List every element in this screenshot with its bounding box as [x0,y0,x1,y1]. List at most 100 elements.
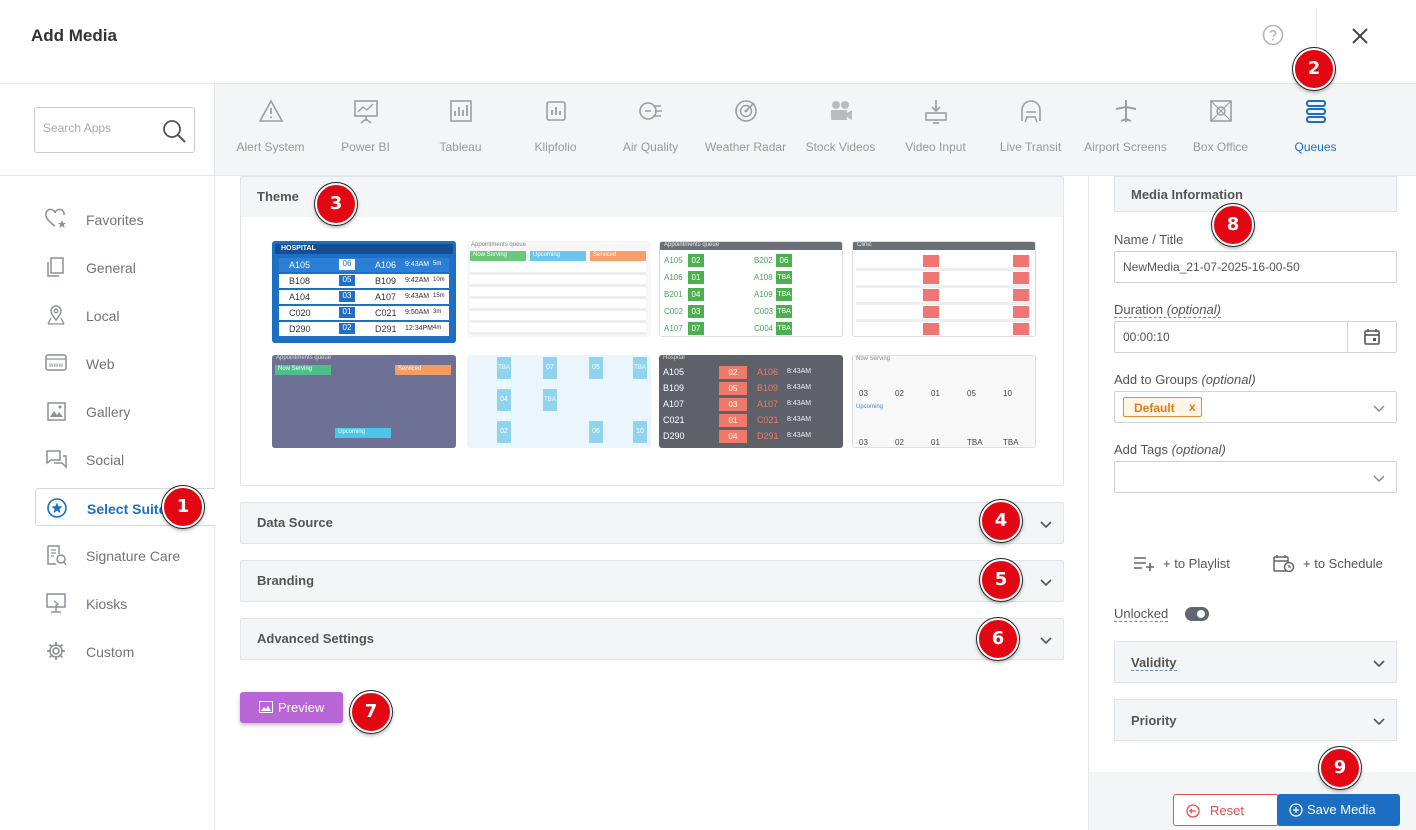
groups-select[interactable]: Default x [1114,391,1397,423]
thumb-cell: A105 [664,256,683,265]
thumb-cell: A107 [757,399,779,409]
app-label: Klipfolio [534,140,577,154]
app-klipfolio[interactable]: Klipfolio [508,84,603,176]
thumb-cell: TBA [776,271,792,284]
app-box-office[interactable]: Box Office [1173,84,1268,176]
thumb-cell: B202 [754,256,773,265]
app-stock-videos[interactable]: Stock Videos [793,84,888,176]
thumb-cell: 9:43AM [405,293,430,300]
data-source-panel[interactable]: Data Source [240,502,1064,544]
thumb-cell: 03 [339,291,355,302]
thumb-header: HOSPITAL [281,245,316,252]
sidebar-item-local[interactable]: Local [35,296,215,334]
sidebar-item-signature-care[interactable]: Signature Care [35,536,215,574]
sidebar-item-general[interactable]: General [35,248,215,286]
thumb-cell: C003 [754,307,774,316]
theme-thumbnail-cyan-cards[interactable]: TBA 07 05 TBA 04 TBA 02 06 10 [467,355,651,448]
thumb-cell: 9:42AM [405,277,430,284]
name-input[interactable] [1123,260,1343,274]
app-live-transit[interactable]: Live Transit [983,84,1078,176]
film-icon [1210,100,1232,122]
reset-button[interactable]: Reset [1173,794,1279,826]
sidebar-item-gallery[interactable]: Gallery [35,392,215,430]
duration-input[interactable] [1123,330,1343,344]
search-icon[interactable] [161,118,187,144]
sidebar-item-custom[interactable]: Custom [35,632,215,670]
thumb-cell: D291 [757,431,779,441]
thumb-cell: 15m [433,293,445,299]
theme-thumbnail-clinic[interactable]: Clinic [852,241,1036,337]
thumb-cell: C021 [375,308,397,318]
image-icon [47,402,66,421]
theme-thumbnail-hospital[interactable]: HOSPITAL A105 06 A106 9:43AM 5m B108 05 … [272,241,456,343]
theme-thumbnail-appointments-grid[interactable]: Appointments queue A105 02 B202 06 A106 … [659,241,843,337]
app-airport-screens[interactable]: Airport Screens [1078,84,1173,176]
thumb-cell: 06 [589,421,603,443]
tags-select[interactable] [1114,461,1397,493]
sidebar-item-web[interactable]: www Web [35,344,215,382]
theme-thumbnail-now-serving[interactable]: Now Serving Upcoming 03 02 01 05 10 03 0… [852,355,1036,448]
calendar-icon[interactable] [1363,328,1381,346]
sidebar-item-favorites[interactable]: Favorites [35,200,215,238]
chevron-down-icon [1040,637,1052,645]
kiosk-icon [46,593,66,613]
app-queues[interactable]: Queues [1268,84,1363,176]
playlist-add-icon [1134,557,1154,571]
app-air-quality[interactable]: Air Quality [603,84,698,176]
thumb-header: Appointments queue [471,242,527,248]
validity-label: Validity [1131,655,1177,671]
thumb-sub: Upcoming [856,404,884,410]
sidebar-item-kiosks[interactable]: Kiosks [35,584,215,622]
tags-label: Add Tags (optional) [1114,442,1226,457]
thumb-cell: C020 [289,308,311,318]
remove-tag-icon[interactable]: x [1189,400,1196,414]
thumb-cell: 01 [931,389,940,398]
thumb-cell: B201 [664,290,683,299]
sidebar-item-social[interactable]: Social [35,440,215,478]
duration-field-box [1114,321,1397,353]
validity-accordion[interactable]: Validity [1114,641,1397,683]
search-input[interactable] [43,121,158,135]
sidebar-item-label: Kiosks [86,596,128,612]
save-media-button[interactable]: Save Media [1277,794,1400,826]
unlocked-toggle[interactable] [1185,607,1209,621]
thumb-cell: B108 [289,276,311,286]
star-circle-icon [47,498,67,518]
chevron-down-icon [1373,475,1385,482]
branding-panel[interactable]: Branding [240,560,1064,602]
app-weather-radar[interactable]: Weather Radar [698,84,793,176]
preview-button[interactable]: Preview [240,692,343,723]
main-content: Theme HOSPITAL A105 06 A106 9:43AM 5m B1… [215,176,1088,830]
field-divider [1347,322,1348,352]
sidebar-item-label: Favorites [86,212,144,228]
thumb-cell: TBA [543,389,557,411]
thumb-cell: TBA [776,288,792,301]
annotation-badge: 3 [315,183,357,225]
thumb-cell: 5m [433,261,442,267]
close-icon[interactable] [1350,26,1370,46]
media-info-header: Media Information [1114,176,1397,212]
priority-accordion[interactable]: Priority [1114,699,1397,741]
app-power-bi[interactable]: Power BI [318,84,413,176]
thumb-cell: A107 [664,324,683,333]
theme-thumbnail-hospital-dark[interactable]: Hospital A105 02 A106 8:43AM B109 05 B10… [659,355,843,448]
app-video-input[interactable]: Video Input [888,84,983,176]
advanced-settings-panel[interactable]: Advanced Settings [240,618,1064,660]
theme-title: Theme [257,189,299,204]
app-label: Live Transit [999,140,1062,154]
thumb-cell: A107 [375,292,397,302]
theme-thumbnail-appointments-dark[interactable]: Appointments queue Now Serving Upcoming … [272,355,456,448]
theme-thumbnail-appointments-light[interactable]: Appointments queue Now Serving Upcoming … [467,241,651,337]
tags-label-text: Add Tags [1114,442,1168,457]
help-icon[interactable] [1262,24,1284,46]
header-divider [1316,8,1317,68]
thumb-header: Appointments queue [276,355,332,361]
thumb-cell: 3m [433,309,442,315]
theme-grid: HOSPITAL A105 06 A106 9:43AM 5m B108 05 … [241,217,1063,485]
app-alert-system[interactable]: Alert System [223,84,318,176]
chevron-down-icon [1373,660,1385,668]
app-tableau[interactable]: Tableau [413,84,508,176]
app-label: Stock Videos [805,140,876,154]
thumb-cell: 05 [967,389,976,398]
transit-icon [1021,100,1041,123]
